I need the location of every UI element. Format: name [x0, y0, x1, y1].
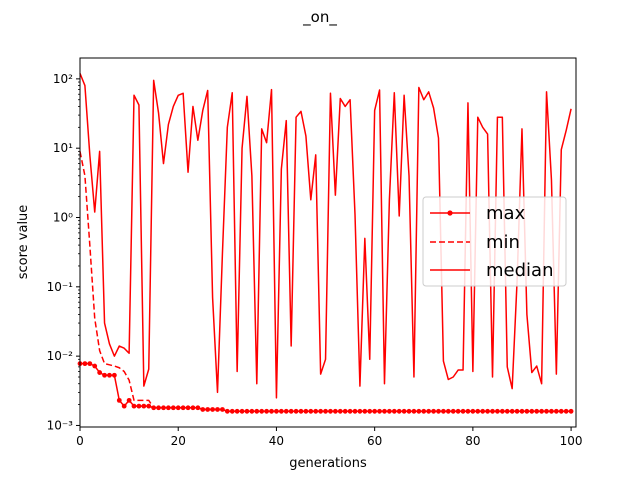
x-tick-label: 40	[269, 434, 284, 448]
legend-marker-max	[447, 210, 453, 216]
chart-title: _on_	[302, 8, 337, 27]
data-point-max	[136, 403, 142, 409]
y-tick-label: 10²	[53, 72, 73, 86]
data-point-max	[362, 408, 368, 414]
x-tick-label: 80	[465, 434, 480, 448]
data-point-max	[116, 397, 122, 403]
data-point-max	[87, 361, 93, 367]
legend-label-median: median	[486, 260, 553, 281]
data-point-max	[544, 408, 549, 414]
data-point-max	[436, 408, 441, 414]
data-point-max	[372, 408, 378, 414]
data-point-max	[107, 372, 112, 378]
data-point-max	[470, 408, 476, 414]
data-point-max	[328, 408, 333, 414]
legend-label-min: min	[486, 232, 520, 253]
y-tick-label: 10⁻²	[47, 349, 74, 363]
data-point-max	[416, 408, 422, 414]
data-point-max	[406, 408, 412, 414]
data-point-max	[460, 408, 466, 414]
data-point-max	[534, 408, 540, 414]
data-point-max	[382, 408, 387, 414]
plot-frame	[79, 57, 577, 428]
x-tick-label: 60	[367, 434, 382, 448]
y-tick-label: 10¹	[53, 141, 73, 155]
data-point-max	[121, 403, 127, 409]
x-tick-label: 0	[76, 434, 84, 448]
data-point-max	[102, 372, 107, 378]
series-line-min	[79, 151, 572, 413]
y-tick-label: 10⁰	[53, 211, 73, 225]
data-point-max	[210, 407, 215, 412]
data-point-max	[146, 403, 152, 409]
y-axis-ticks: 10⁻³ 10⁻² 10⁻¹ 10⁰ 10¹ 10²	[47, 72, 80, 432]
data-point-max	[166, 405, 171, 411]
data-point-max	[514, 408, 520, 414]
data-point-max	[318, 408, 324, 414]
data-point-max	[308, 408, 314, 414]
x-axis-label: generations	[289, 456, 367, 471]
data-point-max	[92, 363, 98, 369]
legend: max min median	[422, 196, 567, 287]
data-point-max	[156, 405, 161, 411]
data-point-max	[111, 372, 117, 378]
data-point-max	[131, 403, 137, 409]
data-point-max	[490, 408, 495, 414]
data-point-max	[426, 408, 432, 414]
data-point-max	[298, 408, 304, 414]
data-point-max	[480, 408, 486, 414]
data-point-max	[352, 408, 358, 414]
data-point-max	[274, 408, 279, 414]
data-point-max	[254, 408, 260, 414]
data-point-max	[244, 408, 250, 414]
data-point-max	[175, 405, 181, 411]
legend-box	[422, 196, 567, 287]
data-point-max	[126, 397, 132, 403]
data-point-max	[524, 408, 530, 414]
data-point-max	[97, 370, 103, 375]
data-point-max	[568, 408, 574, 414]
y-axis-label: score value	[16, 205, 31, 280]
legend-label-max: max	[486, 203, 526, 224]
y-tick-label: 10⁻¹	[47, 280, 74, 294]
x-axis-ticks: 0 20 40 60 80 100	[76, 427, 583, 448]
x-tick-label: 100	[560, 434, 583, 448]
data-point-max	[264, 408, 270, 414]
data-point-max	[141, 403, 147, 409]
data-point-max	[82, 361, 88, 367]
y-tick-label: 10⁻³	[47, 418, 74, 432]
x-tick-label: 20	[171, 434, 186, 448]
